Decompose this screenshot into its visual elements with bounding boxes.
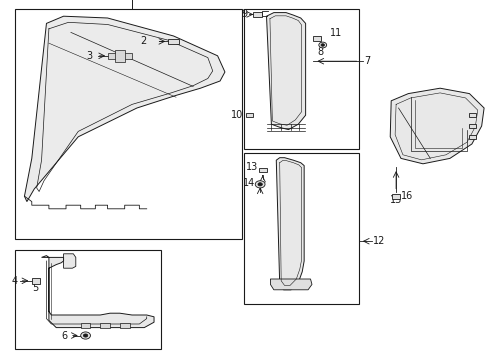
Circle shape [83, 334, 88, 337]
Polygon shape [276, 158, 304, 290]
Bar [120, 323, 129, 328]
Circle shape [258, 183, 262, 186]
Text: 4: 4 [11, 276, 18, 286]
Text: 1: 1 [129, 0, 135, 3]
Bar [81, 323, 90, 328]
Text: 5: 5 [33, 283, 39, 293]
Circle shape [255, 181, 264, 188]
Bar [115, 50, 124, 62]
Bar [100, 323, 110, 328]
Text: 14: 14 [243, 177, 255, 188]
Bar [15, 250, 161, 349]
Bar [245, 113, 252, 117]
Polygon shape [41, 256, 154, 328]
Text: 12: 12 [372, 236, 384, 246]
Bar [258, 167, 266, 172]
Polygon shape [389, 88, 483, 164]
Text: 3: 3 [86, 51, 93, 61]
Text: 9: 9 [241, 9, 247, 19]
Bar [391, 194, 399, 198]
Text: 8: 8 [317, 47, 323, 57]
Polygon shape [63, 254, 76, 268]
Text: 10: 10 [230, 110, 243, 120]
Bar [244, 9, 359, 149]
Text: 13: 13 [245, 162, 258, 172]
Polygon shape [24, 16, 224, 202]
Bar [468, 124, 475, 128]
Bar [107, 53, 132, 59]
Text: 11: 11 [329, 28, 342, 38]
Polygon shape [270, 279, 311, 290]
Circle shape [318, 42, 326, 48]
Bar [468, 113, 475, 117]
Text: 16: 16 [400, 191, 412, 201]
Text: 6: 6 [61, 330, 67, 341]
Bar [468, 135, 475, 139]
Bar [15, 9, 242, 239]
Bar [253, 12, 262, 17]
Bar [168, 39, 179, 44]
Circle shape [81, 332, 90, 339]
Bar [244, 153, 359, 304]
Bar [32, 278, 40, 284]
Text: 2: 2 [140, 36, 146, 46]
Text: 7: 7 [364, 56, 370, 66]
Polygon shape [266, 13, 305, 130]
Bar [312, 36, 320, 41]
Circle shape [320, 44, 324, 46]
Text: 15: 15 [389, 195, 402, 205]
